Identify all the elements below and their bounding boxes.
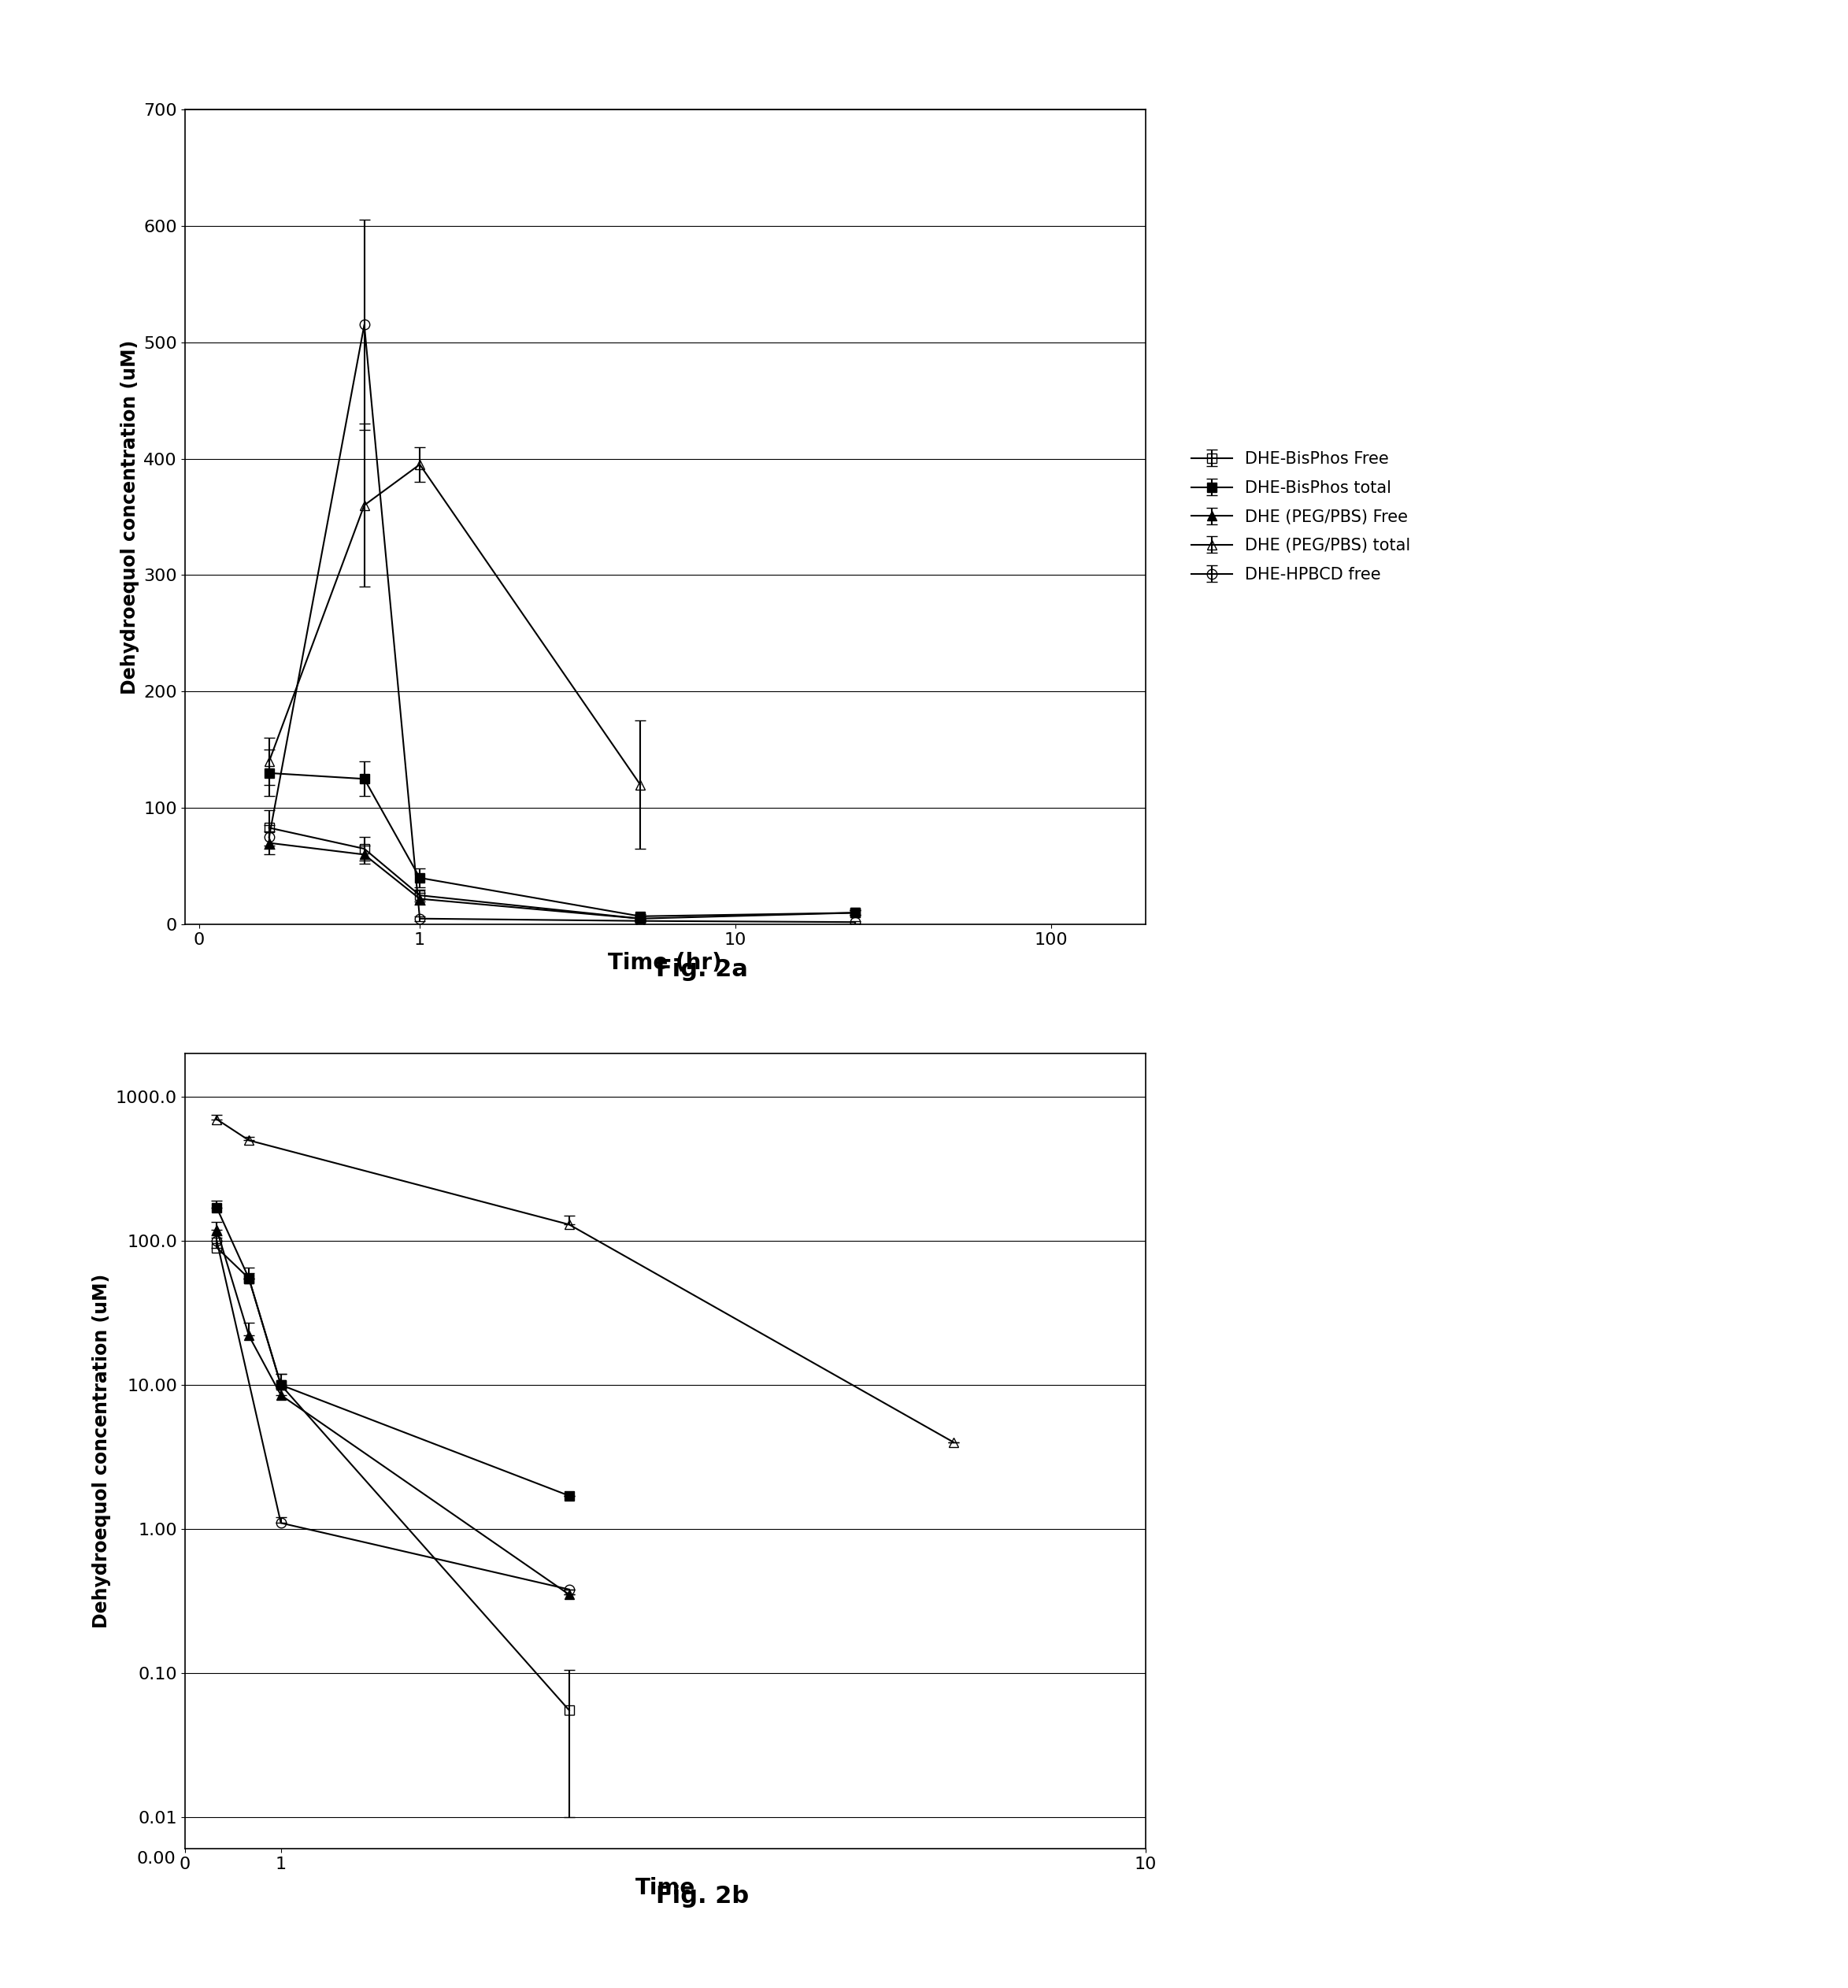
Text: Fig. 2a: Fig. 2a	[656, 958, 748, 980]
Y-axis label: Dehydroequol concentration (uM): Dehydroequol concentration (uM)	[92, 1274, 111, 1628]
X-axis label: Time (hr): Time (hr)	[608, 952, 723, 974]
X-axis label: Time: Time	[636, 1877, 695, 1899]
Legend: DHE-BisPhos Free, DHE-BisPhos total, DHE (PEG/PBS) Free, DHE (PEG/PBS) total, DH: DHE-BisPhos Free, DHE-BisPhos total, DHE…	[1183, 443, 1419, 590]
Y-axis label: Dehydroequol concentration (uM): Dehydroequol concentration (uM)	[120, 340, 139, 694]
Text: Fig. 2b: Fig. 2b	[656, 1885, 748, 1906]
Text: 0.00: 0.00	[137, 1851, 176, 1867]
